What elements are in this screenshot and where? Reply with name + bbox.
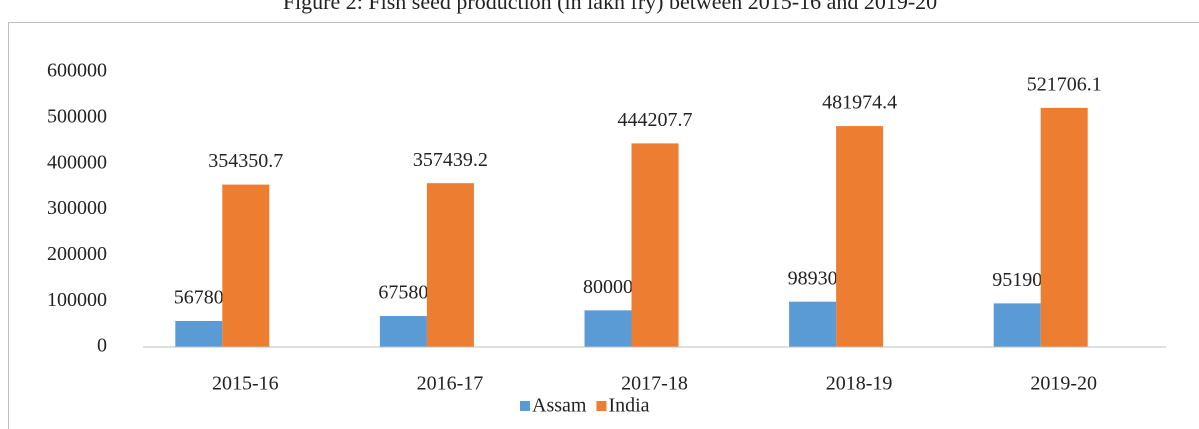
x-tick-label: 2019-20 (1030, 373, 1097, 395)
bar (426, 183, 474, 347)
legend-swatch (520, 401, 530, 411)
y-tick-label: 400000 (47, 151, 107, 173)
bar (1040, 107, 1088, 347)
bar (631, 143, 679, 347)
value-label: 357439.2 (413, 149, 488, 171)
bar (789, 301, 837, 347)
value-label: 95190 (992, 269, 1042, 291)
legend-swatch (596, 401, 607, 411)
bar (584, 310, 632, 347)
bar (993, 303, 1041, 347)
legend-label: Assam (532, 395, 587, 417)
x-tick-label: 2017-18 (621, 373, 688, 395)
y-tick-label: 600000 (47, 60, 107, 82)
value-label: 56780 (174, 287, 224, 309)
y-tick-label: 300000 (47, 197, 107, 219)
bar (379, 316, 427, 347)
chart-frame (8, 22, 1199, 429)
y-tick-label: 200000 (47, 243, 107, 265)
x-tick-label: 2018-19 (826, 373, 893, 395)
x-tick-label: 2015-16 (212, 373, 279, 395)
value-label: 98930 (788, 267, 838, 289)
value-label: 481974.4 (822, 92, 897, 114)
value-label: 354350.7 (208, 150, 283, 172)
bar (836, 126, 884, 348)
value-label: 80000 (583, 276, 633, 298)
x-tick-label: 2016-17 (417, 373, 484, 395)
y-tick-label: 0 (97, 335, 107, 357)
legend-label: India (608, 395, 649, 417)
value-label: 521706.1 (1027, 73, 1102, 95)
value-label: 67580 (378, 282, 428, 304)
y-tick-label: 100000 (47, 289, 107, 311)
bar (175, 320, 223, 347)
chart-title: Figure 2: Fish seed production (in lakh … (283, 0, 937, 14)
value-label: 444207.7 (618, 109, 693, 131)
bar (222, 184, 270, 347)
y-tick-label: 500000 (47, 105, 107, 127)
